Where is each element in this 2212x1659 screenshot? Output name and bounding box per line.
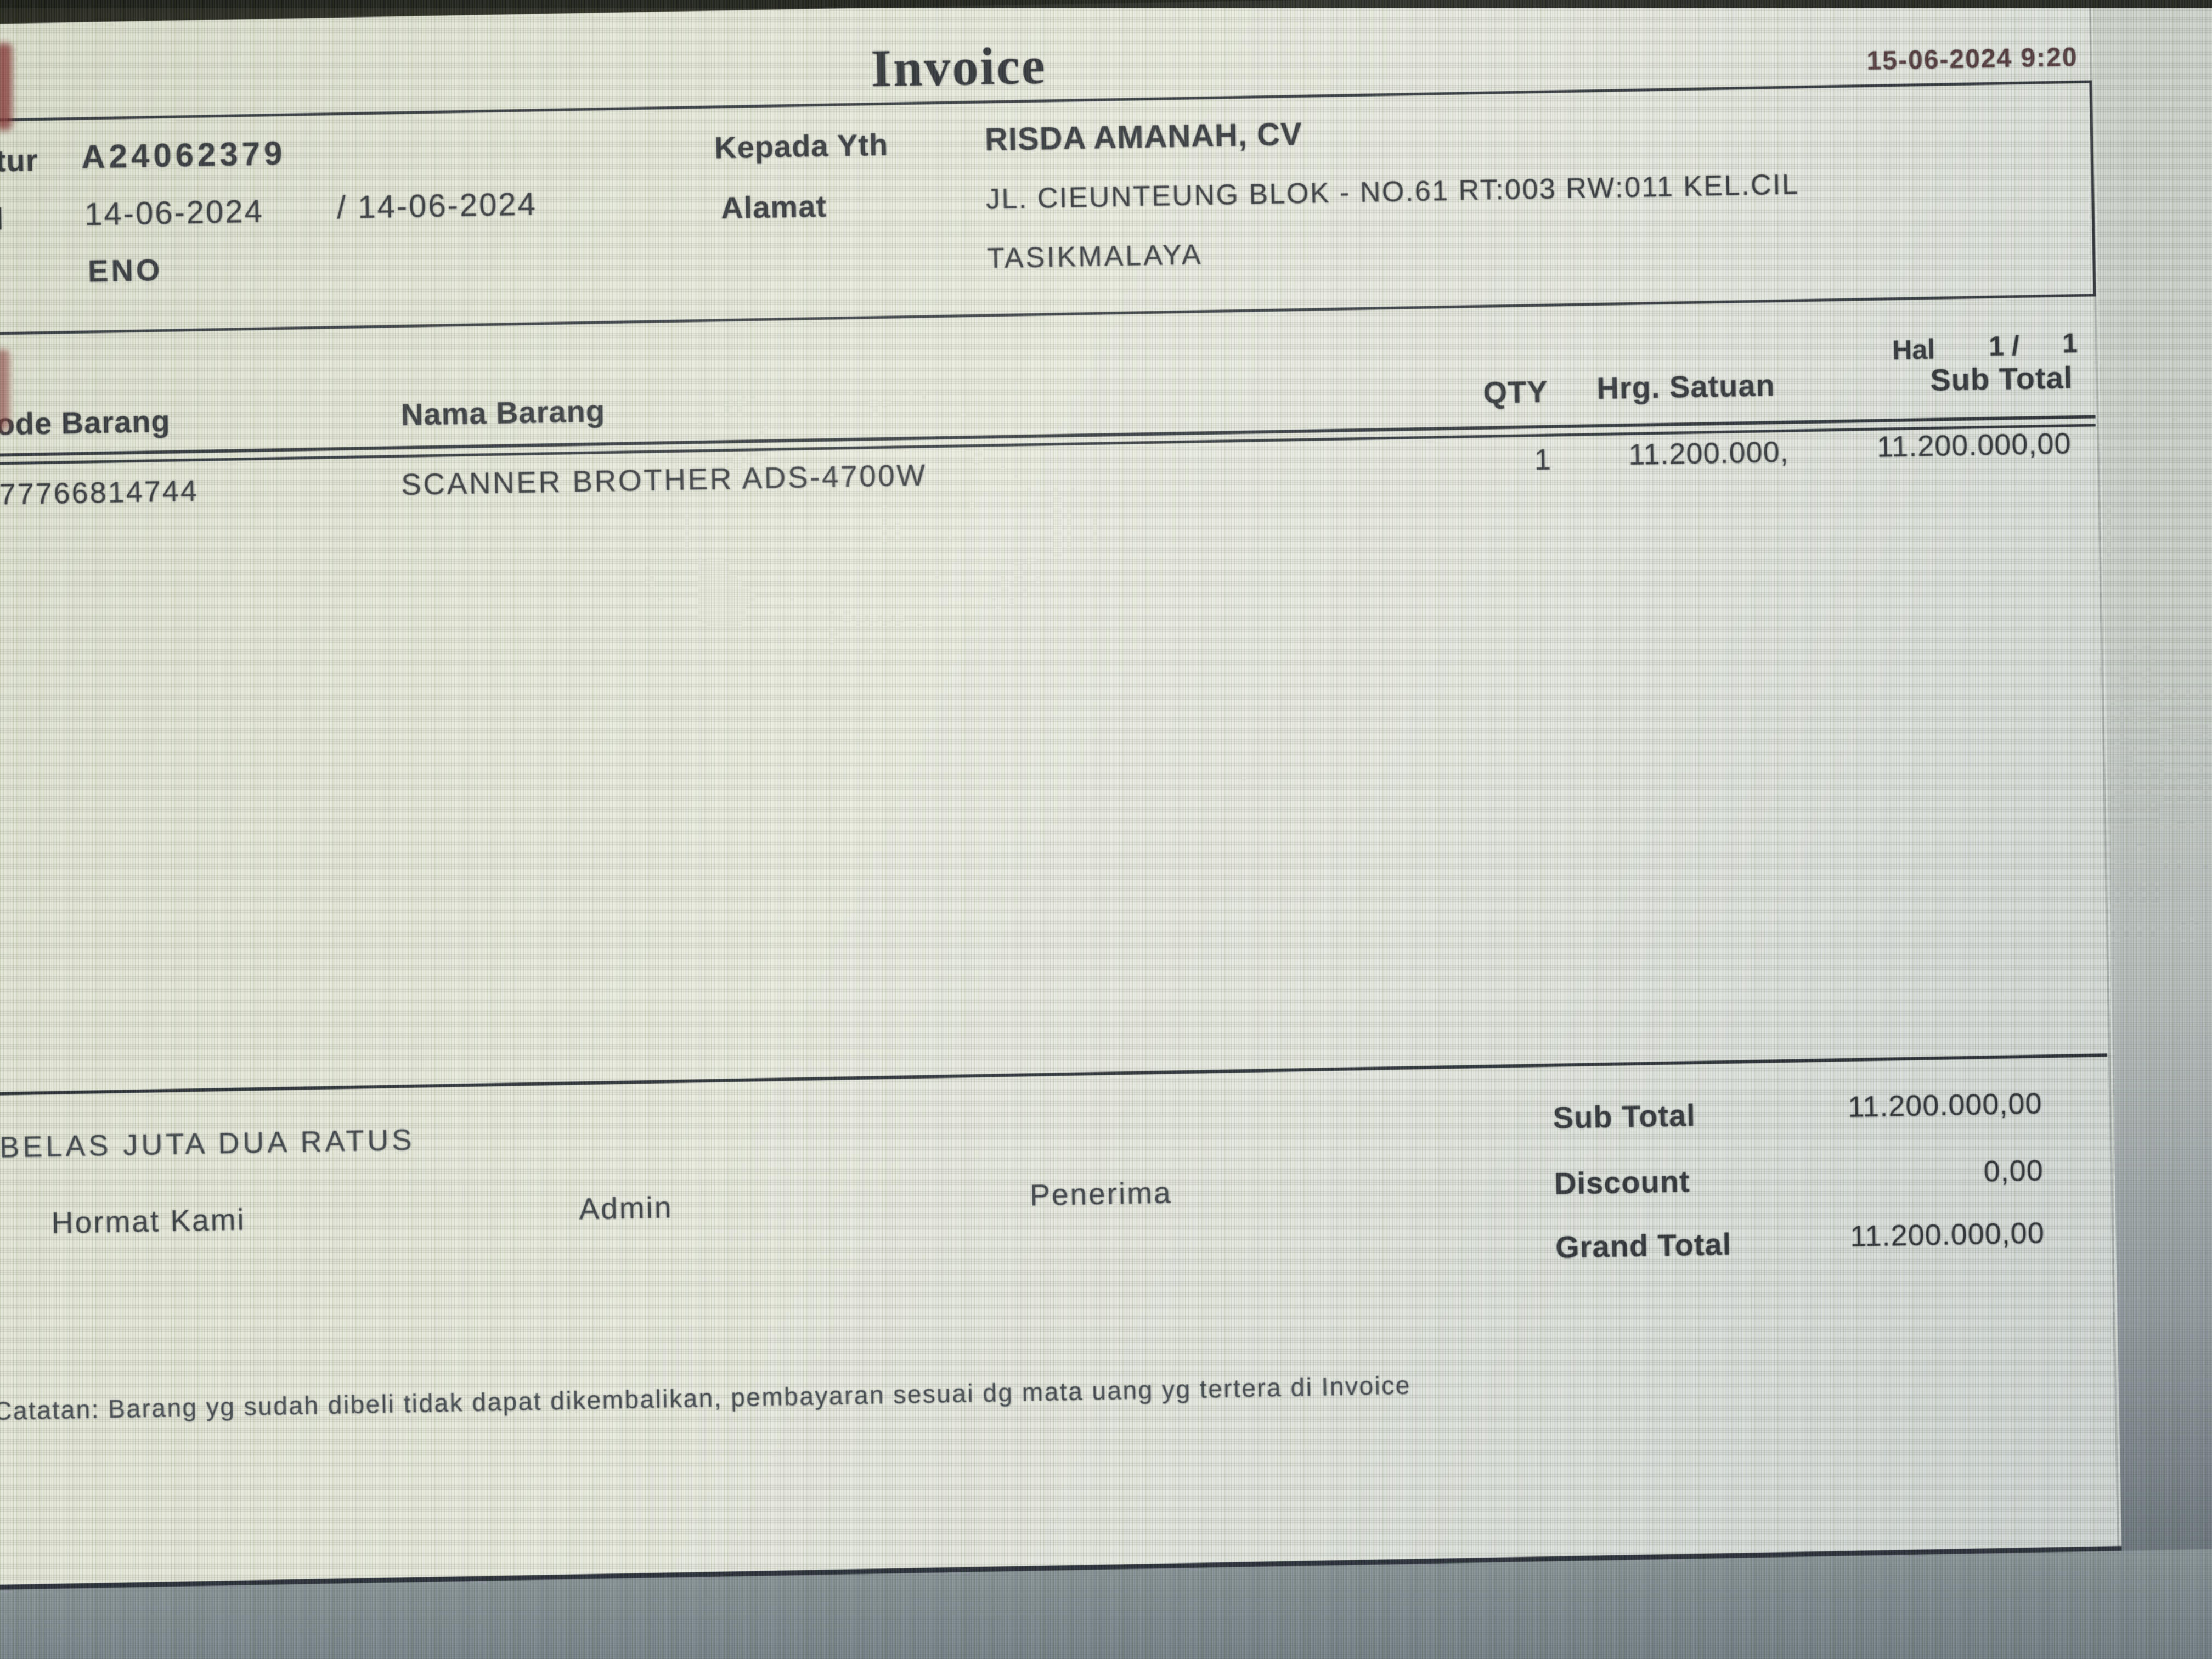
- grandtotal-label: Grand Total: [1555, 1226, 1732, 1265]
- signature-hormat-kami: Hormat Kami: [51, 1202, 246, 1240]
- hal-label: Hal: [1892, 334, 1936, 366]
- faktur-value: A24062379: [81, 134, 287, 176]
- top-edge-strip: [0, 0, 2212, 8]
- col-header-code: Kode Barang: [0, 403, 171, 442]
- signature-penerima: Penerima: [1029, 1175, 1173, 1212]
- red-smudge-1: [0, 43, 12, 131]
- kepada-label: Kepada Yth: [714, 127, 889, 165]
- discount-value: 0,00: [1983, 1154, 2044, 1188]
- faktur-label: Faktur: [0, 143, 39, 179]
- sales-name: ENO: [87, 252, 163, 289]
- tgl-label: Tgl: [0, 201, 4, 237]
- hal-total: 1: [2062, 328, 2078, 359]
- item-subtotal: 11.200.000,00: [1876, 427, 2072, 464]
- item-unit-price: 11.200.000,: [1628, 435, 1790, 472]
- grandtotal-value: 11.200.000,00: [1849, 1216, 2045, 1253]
- page-title: Invoice: [870, 36, 1047, 98]
- item-qty: 1: [1534, 443, 1552, 477]
- discount-label: Discount: [1554, 1164, 1691, 1201]
- subtotal-label: Sub Total: [1553, 1098, 1696, 1135]
- col-header-unit-price: Hrg. Satuan: [1596, 368, 1776, 406]
- signature-admin: Admin: [578, 1190, 673, 1226]
- hal-page: 1 /: [1988, 330, 2020, 362]
- customer-address-line2: TASIKMALAYA: [986, 239, 1204, 275]
- col-header-qty: QTY: [1482, 374, 1549, 410]
- col-header-subtotal: Sub Total: [1929, 360, 2073, 397]
- alamat-label: Alamat: [720, 188, 827, 225]
- red-smudge-2: [0, 349, 9, 431]
- item-code: 077766814744: [0, 474, 199, 512]
- subtotal-value: 11.200.000,00: [1847, 1087, 2042, 1124]
- tgl-value: 14-06-2024: [84, 193, 264, 233]
- customer-name: RISDA AMANAH, CV: [984, 116, 1303, 158]
- tgl-due-value: / 14-06-2024: [336, 186, 538, 226]
- col-header-name: Nama Barang: [400, 393, 606, 432]
